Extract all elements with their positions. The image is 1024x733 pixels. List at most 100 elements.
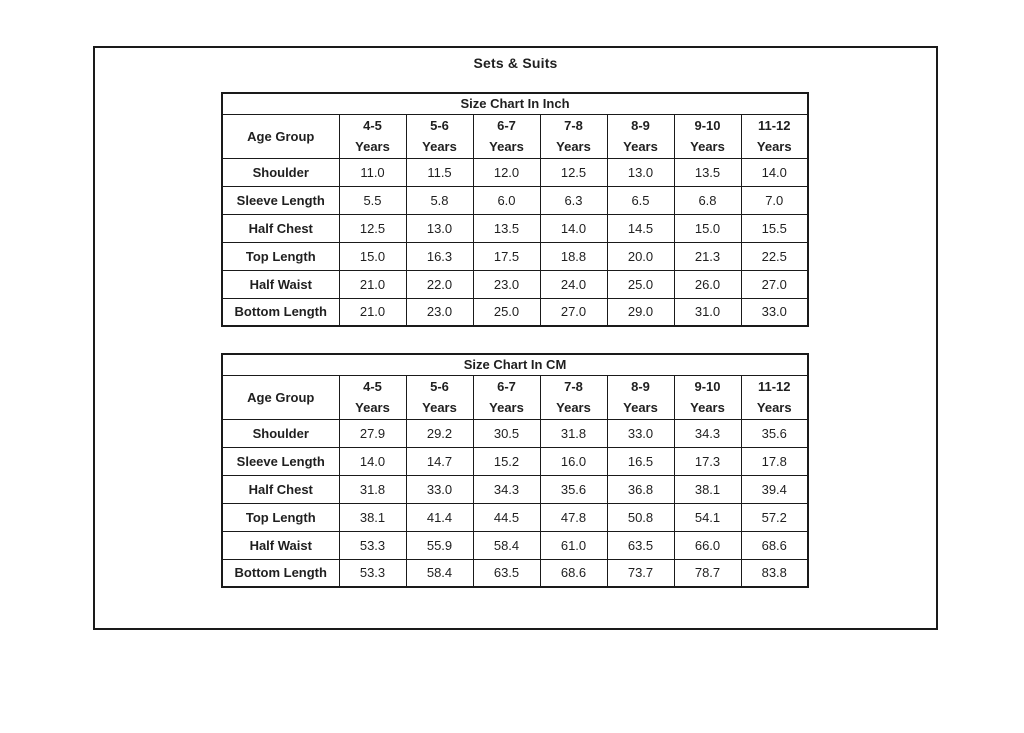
measurement-label: Sleeve Length — [221, 446, 340, 476]
measurement-value: 6.0 — [472, 185, 541, 215]
measurement-value: 14.0 — [740, 157, 809, 187]
table-header-row: Age Group 4-5 Years 5-6 Years 6-7 Years 7-8 … — [221, 113, 809, 159]
measurement-value: 29.0 — [606, 297, 675, 327]
table-caption-row: Size Chart In CM — [221, 353, 809, 376]
measurement-value: 30.5 — [472, 418, 541, 448]
measurement-label: Top Length — [221, 502, 340, 532]
table-row: Sleeve Length 5.5 5.8 6.0 6.3 6.5 6.8 7.0 — [221, 185, 809, 215]
table-row: Bottom Length 53.3 58.4 63.5 68.6 73.7 78.7 83.… — [221, 558, 809, 588]
page-title: Sets & Suits — [473, 55, 558, 71]
table-row: Top Length 15.0 16.3 17.5 18.8 20.0 21.3 22.5 — [221, 241, 809, 271]
measurement-value: 39.4 — [740, 474, 809, 504]
table-header-row: Age Group 4-5 Years 5-6 Years 6-7 Years 7-8 … — [221, 374, 809, 420]
measurement-value: 12.5 — [338, 213, 407, 243]
page-border: Sets & Suits Size Chart In Inch Age Group… — [93, 46, 938, 630]
measurement-value: 11.0 — [338, 157, 407, 187]
measurement-value: 66.0 — [673, 530, 742, 560]
age-group-header: Age Group — [221, 113, 340, 159]
measurement-value: 47.8 — [539, 502, 608, 532]
measurement-value: 25.0 — [472, 297, 541, 327]
measurement-value: 15.0 — [673, 213, 742, 243]
table-row: Top Length 38.1 41.4 44.5 47.8 50.8 54.1 57.2 — [221, 502, 809, 532]
measurement-label: Shoulder — [221, 157, 340, 187]
measurement-label: Sleeve Length — [221, 185, 340, 215]
measurement-value: 36.8 — [606, 474, 675, 504]
age-column-header: 11-12 Years — [740, 374, 809, 420]
measurement-value: 63.5 — [472, 558, 541, 588]
measurement-value: 15.2 — [472, 446, 541, 476]
measurement-label: Bottom Length — [221, 558, 340, 588]
measurement-label: Half Waist — [221, 530, 340, 560]
size-chart-inch-table: Size Chart In Inch Age Group 4-5 Years 5-6 … — [221, 92, 809, 327]
measurement-value: 68.6 — [539, 558, 608, 588]
measurement-value: 16.5 — [606, 446, 675, 476]
measurement-value: 17.5 — [472, 241, 541, 271]
measurement-value: 61.0 — [539, 530, 608, 560]
measurement-value: 25.0 — [606, 269, 675, 299]
measurement-value: 27.0 — [539, 297, 608, 327]
age-group-header: Age Group — [221, 374, 340, 420]
measurement-value: 22.0 — [405, 269, 474, 299]
measurement-value: 54.1 — [673, 502, 742, 532]
measurement-label: Half Chest — [221, 474, 340, 504]
measurement-value: 33.0 — [740, 297, 809, 327]
measurement-value: 38.1 — [673, 474, 742, 504]
measurement-label: Top Length — [221, 241, 340, 271]
measurement-value: 41.4 — [405, 502, 474, 532]
measurement-label: Half Chest — [221, 213, 340, 243]
measurement-value: 13.5 — [472, 213, 541, 243]
age-column-header: 8-9 Years — [606, 374, 675, 420]
age-column-header: 6-7 Years — [472, 374, 541, 420]
measurement-value: 44.5 — [472, 502, 541, 532]
measurement-value: 58.4 — [472, 530, 541, 560]
measurement-value: 34.3 — [472, 474, 541, 504]
measurement-value: 63.5 — [606, 530, 675, 560]
table-caption-row: Size Chart In Inch — [221, 92, 809, 115]
measurement-value: 31.8 — [338, 474, 407, 504]
age-column-header: 5-6 Years — [405, 113, 474, 159]
measurement-value: 14.5 — [606, 213, 675, 243]
measurement-value: 33.0 — [405, 474, 474, 504]
measurement-value: 27.0 — [740, 269, 809, 299]
measurement-value: 24.0 — [539, 269, 608, 299]
measurement-value: 5.8 — [405, 185, 474, 215]
measurement-value: 78.7 — [673, 558, 742, 588]
measurement-value: 16.0 — [539, 446, 608, 476]
table-row: Sleeve Length 14.0 14.7 15.2 16.0 16.5 17.3 17.… — [221, 446, 809, 476]
measurement-value: 53.3 — [338, 530, 407, 560]
table-row: Half Chest 31.8 33.0 34.3 35.6 36.8 38.1 39.4 — [221, 474, 809, 504]
age-column-header: 8-9 Years — [606, 113, 675, 159]
measurement-value: 11.5 — [405, 157, 474, 187]
table-row: Half Chest 12.5 13.0 13.5 14.0 14.5 15.0 15.5 — [221, 213, 809, 243]
measurement-value: 6.3 — [539, 185, 608, 215]
measurement-value: 27.9 — [338, 418, 407, 448]
measurement-value: 13.0 — [606, 157, 675, 187]
measurement-value: 21.0 — [338, 269, 407, 299]
table-title: Size Chart In Inch — [221, 92, 809, 115]
measurement-value: 50.8 — [606, 502, 675, 532]
measurement-value: 7.0 — [740, 185, 809, 215]
measurement-value: 17.3 — [673, 446, 742, 476]
measurement-value: 33.0 — [606, 418, 675, 448]
table-row: Half Waist 53.3 55.9 58.4 61.0 63.5 66.0 68.6 — [221, 530, 809, 560]
measurement-value: 14.0 — [338, 446, 407, 476]
measurement-value: 73.7 — [606, 558, 675, 588]
measurement-value: 58.4 — [405, 558, 474, 588]
measurement-value: 18.8 — [539, 241, 608, 271]
measurement-value: 17.8 — [740, 446, 809, 476]
measurement-value: 55.9 — [405, 530, 474, 560]
measurement-value: 16.3 — [405, 241, 474, 271]
age-column-header: 4-5 Years — [338, 113, 407, 159]
measurement-value: 83.8 — [740, 558, 809, 588]
age-column-header: 6-7 Years — [472, 113, 541, 159]
measurement-value: 68.6 — [740, 530, 809, 560]
age-column-header: 7-8 Years — [539, 374, 608, 420]
age-column-header: 11-12 Years — [740, 113, 809, 159]
age-column-header: 4-5 Years — [338, 374, 407, 420]
measurement-value: 14.7 — [405, 446, 474, 476]
measurement-label: Shoulder — [221, 418, 340, 448]
age-column-header: 9-10 Years — [673, 113, 742, 159]
table-title: Size Chart In CM — [221, 353, 809, 376]
measurement-value: 20.0 — [606, 241, 675, 271]
table-row: Shoulder 11.0 11.5 12.0 12.5 13.0 13.5 14.0 — [221, 157, 809, 187]
